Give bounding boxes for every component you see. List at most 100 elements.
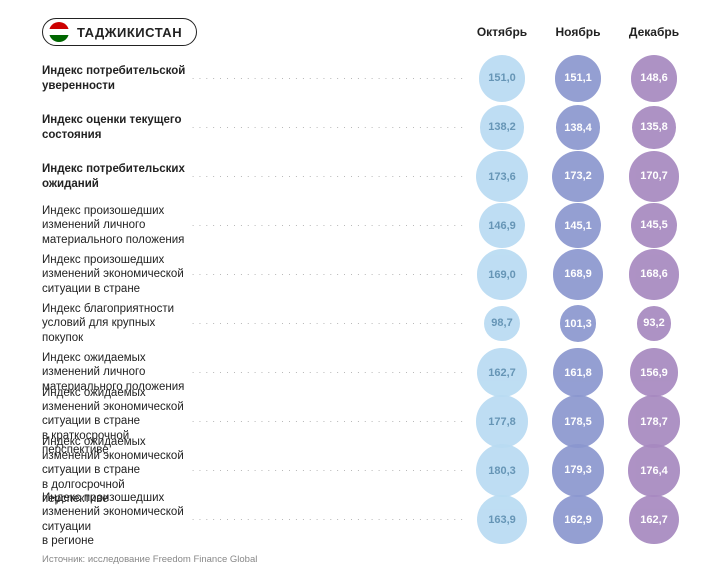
dot-leader: · · · · · · · · · · · · · · · · · · · · … bbox=[192, 123, 464, 132]
bubble-cell: 168,6 bbox=[616, 249, 692, 300]
bubble-cell: 135,8 bbox=[616, 105, 692, 149]
value-bubble: 177,8 bbox=[476, 395, 528, 447]
bubble-cell: 178,5 bbox=[540, 395, 616, 448]
value-bubble: 93,2 bbox=[637, 306, 672, 341]
value-bubble: 145,1 bbox=[555, 203, 601, 249]
tajikistan-flag-icon bbox=[49, 22, 69, 42]
source-text: Источник: исследование Freedom Finance G… bbox=[42, 554, 692, 565]
bubble-cell: 145,1 bbox=[540, 203, 616, 249]
value-bubble: 178,5 bbox=[552, 395, 605, 448]
value-bubble: 170,7 bbox=[629, 151, 680, 202]
bubble-cell: 145,5 bbox=[616, 203, 692, 249]
header-row: ТАДЖИКИСТАН Октябрь Ноябрь Декабрь bbox=[42, 18, 692, 46]
value-bubble: 135,8 bbox=[632, 106, 676, 150]
bubble-cell: 180,3 bbox=[464, 444, 540, 497]
table-row: Индекс потребительской уверенности· · · … bbox=[42, 54, 692, 103]
value-bubble: 138,4 bbox=[556, 105, 600, 149]
value-bubble: 146,9 bbox=[479, 203, 525, 249]
col-header-oct: Октябрь bbox=[464, 25, 540, 39]
row-bubbles: 180,3 179,3 176,4 bbox=[464, 444, 692, 497]
bubble-cell: 151,0 bbox=[464, 55, 540, 102]
bubble-cell: 163,9 bbox=[464, 495, 540, 545]
value-bubble: 180,3 bbox=[476, 444, 529, 497]
value-bubble: 173,6 bbox=[476, 151, 528, 203]
row-bubbles: 173,6 173,2 170,7 bbox=[464, 151, 692, 203]
country-pill: ТАДЖИКИСТАН bbox=[42, 18, 197, 46]
value-bubble: 148,6 bbox=[631, 55, 677, 101]
value-bubble: 162,7 bbox=[477, 348, 526, 397]
dot-leader: · · · · · · · · · · · · · · · · · · · · … bbox=[192, 417, 464, 426]
row-label: Индекс произошедших изменений экономичес… bbox=[42, 491, 192, 549]
row-bubbles: 146,9 145,1 145,5 bbox=[464, 203, 692, 249]
bubble-cell: 162,7 bbox=[616, 495, 692, 545]
value-bubble: 145,5 bbox=[631, 203, 677, 249]
bubble-cell: 176,4 bbox=[616, 444, 692, 497]
bubble-cell: 138,2 bbox=[464, 105, 540, 149]
dot-leader: · · · · · · · · · · · · · · · · · · · · … bbox=[192, 74, 464, 83]
value-bubble: 168,9 bbox=[553, 249, 604, 300]
bubble-cell: 178,7 bbox=[616, 395, 692, 448]
value-bubble: 169,0 bbox=[477, 249, 528, 300]
bubble-cell: 177,8 bbox=[464, 395, 540, 448]
value-bubble: 178,7 bbox=[628, 395, 681, 448]
dot-leader: · · · · · · · · · · · · · · · · · · · · … bbox=[192, 466, 464, 475]
value-bubble: 179,3 bbox=[552, 444, 605, 497]
column-headers: Октябрь Ноябрь Декабрь bbox=[464, 25, 692, 39]
col-header-nov: Ноябрь bbox=[540, 25, 616, 39]
dot-leader: · · · · · · · · · · · · · · · · · · · · … bbox=[192, 515, 464, 524]
value-bubble: 138,2 bbox=[480, 105, 524, 149]
table-row: Индекс потребительских ожиданий· · · · ·… bbox=[42, 152, 692, 201]
row-label: Индекс потребительских ожиданий bbox=[42, 162, 192, 191]
value-bubble: 173,2 bbox=[552, 151, 604, 203]
dot-leader: · · · · · · · · · · · · · · · · · · · · … bbox=[192, 172, 464, 181]
row-label: Индекс произошедших изменений личного ма… bbox=[42, 204, 192, 247]
value-bubble: 151,1 bbox=[555, 55, 602, 102]
value-bubble: 98,7 bbox=[484, 306, 520, 342]
value-bubble: 162,7 bbox=[629, 495, 678, 544]
value-bubble: 176,4 bbox=[628, 444, 680, 496]
bubble-cell: 161,8 bbox=[540, 348, 616, 397]
bubble-cell: 170,7 bbox=[616, 151, 692, 203]
bubble-cell: 168,9 bbox=[540, 249, 616, 300]
data-rows: Индекс потребительской уверенности· · · … bbox=[42, 54, 692, 544]
col-header-dec: Декабрь bbox=[616, 25, 692, 39]
bubble-cell: 138,4 bbox=[540, 105, 616, 149]
bubble-cell: 162,9 bbox=[540, 495, 616, 545]
table-row: Индекс произошедших изменений личного ма… bbox=[42, 201, 692, 250]
table-row: Индекс благоприятности условий для крупн… bbox=[42, 299, 692, 348]
dot-leader: · · · · · · · · · · · · · · · · · · · · … bbox=[192, 270, 464, 279]
row-label: Индекс оценки текущего состояния bbox=[42, 113, 192, 142]
value-bubble: 156,9 bbox=[630, 348, 678, 396]
table-row: Индекс произошедших изменений экономичес… bbox=[42, 250, 692, 299]
row-label: Индекс благоприятности условий для крупн… bbox=[42, 302, 192, 345]
row-bubbles: 162,7 161,8 156,9 bbox=[464, 348, 692, 397]
bubble-cell: 151,1 bbox=[540, 55, 616, 102]
value-bubble: 101,3 bbox=[560, 305, 596, 341]
dot-leader: · · · · · · · · · · · · · · · · · · · · … bbox=[192, 221, 464, 230]
bubble-cell: 146,9 bbox=[464, 203, 540, 249]
bubble-cell: 173,6 bbox=[464, 151, 540, 203]
country-name: ТАДЖИКИСТАН bbox=[77, 25, 182, 40]
value-bubble: 163,9 bbox=[477, 495, 527, 545]
dot-leader: · · · · · · · · · · · · · · · · · · · · … bbox=[192, 368, 464, 377]
table-row: Индекс оценки текущего состояния· · · · … bbox=[42, 103, 692, 152]
bubble-cell: 156,9 bbox=[616, 348, 692, 397]
bubble-cell: 162,7 bbox=[464, 348, 540, 397]
row-bubbles: 177,8 178,5 178,7 bbox=[464, 395, 692, 448]
value-bubble: 151,0 bbox=[479, 55, 526, 102]
table-row: Индекс ожидаемых изменений экономической… bbox=[42, 446, 692, 495]
bubble-cell: 93,2 bbox=[616, 305, 692, 341]
value-bubble: 162,9 bbox=[553, 495, 602, 544]
row-bubbles: 169,0 168,9168,6 bbox=[464, 249, 692, 300]
bubble-cell: 173,2 bbox=[540, 151, 616, 203]
row-bubbles: 163,9 162,9 162,7 bbox=[464, 495, 692, 545]
row-label: Индекс потребительской уверенности bbox=[42, 64, 192, 93]
bubble-cell: 179,3 bbox=[540, 444, 616, 497]
bubble-cell: 148,6 bbox=[616, 55, 692, 102]
row-label: Индекс произошедших изменений экономичес… bbox=[42, 253, 192, 296]
table-row: Индекс произошедших изменений экономичес… bbox=[42, 495, 692, 544]
dot-leader: · · · · · · · · · · · · · · · · · · · · … bbox=[192, 319, 464, 328]
value-bubble: 161,8 bbox=[553, 348, 602, 397]
row-bubbles: 151,0 151,1 148,6 bbox=[464, 55, 692, 102]
row-bubbles: 98,7 101,3 93,2 bbox=[464, 305, 692, 341]
